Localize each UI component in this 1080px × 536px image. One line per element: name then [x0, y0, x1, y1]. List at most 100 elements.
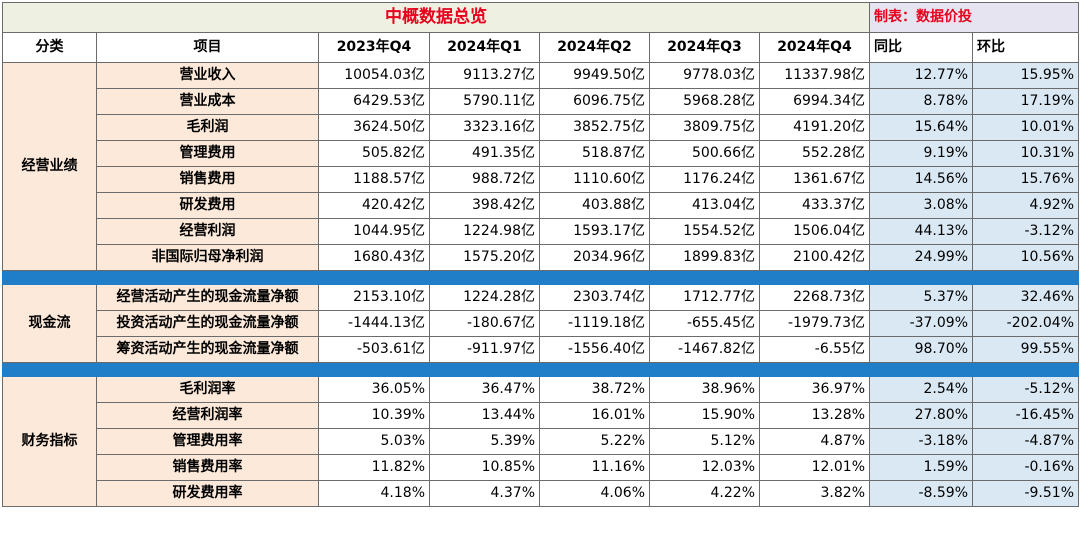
- qoq-cell[interactable]: -202.04%: [972, 310, 1079, 337]
- yoy-cell[interactable]: -8.59%: [869, 480, 973, 507]
- item-cell[interactable]: 管理费用: [96, 140, 319, 167]
- value-cell[interactable]: 2153.10亿: [318, 284, 430, 311]
- item-cell[interactable]: 管理费用率: [96, 428, 319, 455]
- qoq-cell[interactable]: 15.95%: [972, 62, 1079, 89]
- value-cell[interactable]: -1444.13亿: [318, 310, 430, 337]
- value-cell[interactable]: 6096.75亿: [539, 88, 650, 115]
- value-cell[interactable]: 1361.67亿: [759, 166, 870, 193]
- item-cell[interactable]: 研发费用率: [96, 480, 319, 507]
- yoy-cell[interactable]: 12.77%: [869, 62, 973, 89]
- value-cell[interactable]: -180.67亿: [429, 310, 540, 337]
- value-cell[interactable]: 5.12%: [649, 428, 760, 455]
- value-cell[interactable]: 988.72亿: [429, 166, 540, 193]
- value-cell[interactable]: 9113.27亿: [429, 62, 540, 89]
- value-cell[interactable]: 11.16%: [539, 454, 650, 481]
- value-cell[interactable]: 1712.77亿: [649, 284, 760, 311]
- value-cell[interactable]: 11337.98亿: [759, 62, 870, 89]
- yoy-cell[interactable]: 27.80%: [869, 402, 973, 429]
- value-cell[interactable]: 4.87%: [759, 428, 870, 455]
- item-cell[interactable]: 毛利润率: [96, 376, 319, 403]
- value-cell[interactable]: 500.66亿: [649, 140, 760, 167]
- qoq-cell[interactable]: 99.55%: [972, 336, 1079, 363]
- header-item[interactable]: 项目: [96, 32, 319, 63]
- value-cell[interactable]: -503.61亿: [318, 336, 430, 363]
- item-cell[interactable]: 经营利润率: [96, 402, 319, 429]
- value-cell[interactable]: 10.85%: [429, 454, 540, 481]
- header-yoy[interactable]: 同比: [869, 32, 973, 63]
- value-cell[interactable]: 552.28亿: [759, 140, 870, 167]
- value-cell[interactable]: 5.03%: [318, 428, 430, 455]
- yoy-cell[interactable]: 2.54%: [869, 376, 973, 403]
- qoq-cell[interactable]: -16.45%: [972, 402, 1079, 429]
- value-cell[interactable]: 2100.42亿: [759, 244, 870, 271]
- value-cell[interactable]: 4191.20亿: [759, 114, 870, 141]
- item-cell[interactable]: 营业收入: [96, 62, 319, 89]
- value-cell[interactable]: -1119.18亿: [539, 310, 650, 337]
- value-cell[interactable]: 10.39%: [318, 402, 430, 429]
- value-cell[interactable]: 1224.98亿: [429, 218, 540, 245]
- qoq-cell[interactable]: -9.51%: [972, 480, 1079, 507]
- yoy-cell[interactable]: -37.09%: [869, 310, 973, 337]
- yoy-cell[interactable]: 5.37%: [869, 284, 973, 311]
- header-period[interactable]: 2024年Q1: [429, 32, 540, 63]
- qoq-cell[interactable]: 4.92%: [972, 192, 1079, 219]
- yoy-cell[interactable]: 14.56%: [869, 166, 973, 193]
- qoq-cell[interactable]: -4.87%: [972, 428, 1079, 455]
- table-title[interactable]: 中概数据总览: [2, 2, 870, 33]
- qoq-cell[interactable]: 10.31%: [972, 140, 1079, 167]
- value-cell[interactable]: 403.88亿: [539, 192, 650, 219]
- value-cell[interactable]: 2303.74亿: [539, 284, 650, 311]
- value-cell[interactable]: 12.03%: [649, 454, 760, 481]
- value-cell[interactable]: 4.37%: [429, 480, 540, 507]
- qoq-cell[interactable]: 10.01%: [972, 114, 1079, 141]
- value-cell[interactable]: 420.42亿: [318, 192, 430, 219]
- value-cell[interactable]: 38.72%: [539, 376, 650, 403]
- value-cell[interactable]: 36.47%: [429, 376, 540, 403]
- value-cell[interactable]: 2268.73亿: [759, 284, 870, 311]
- value-cell[interactable]: 398.42亿: [429, 192, 540, 219]
- value-cell[interactable]: -655.45亿: [649, 310, 760, 337]
- item-cell[interactable]: 营业成本: [96, 88, 319, 115]
- value-cell[interactable]: 11.82%: [318, 454, 430, 481]
- item-cell[interactable]: 销售费用: [96, 166, 319, 193]
- value-cell[interactable]: 6429.53亿: [318, 88, 430, 115]
- value-cell[interactable]: 433.37亿: [759, 192, 870, 219]
- value-cell[interactable]: 5790.11亿: [429, 88, 540, 115]
- value-cell[interactable]: -1556.40亿: [539, 336, 650, 363]
- value-cell[interactable]: 13.44%: [429, 402, 540, 429]
- value-cell[interactable]: 16.01%: [539, 402, 650, 429]
- qoq-cell[interactable]: -5.12%: [972, 376, 1079, 403]
- value-cell[interactable]: 36.97%: [759, 376, 870, 403]
- value-cell[interactable]: -6.55亿: [759, 336, 870, 363]
- yoy-cell[interactable]: -3.18%: [869, 428, 973, 455]
- value-cell[interactable]: 1224.28亿: [429, 284, 540, 311]
- item-cell[interactable]: 经营活动产生的现金流量净额: [96, 284, 319, 311]
- qoq-cell[interactable]: -0.16%: [972, 454, 1079, 481]
- value-cell[interactable]: 12.01%: [759, 454, 870, 481]
- value-cell[interactable]: 1554.52亿: [649, 218, 760, 245]
- yoy-cell[interactable]: 3.08%: [869, 192, 973, 219]
- value-cell[interactable]: 3809.75亿: [649, 114, 760, 141]
- value-cell[interactable]: 9778.03亿: [649, 62, 760, 89]
- value-cell[interactable]: 5.22%: [539, 428, 650, 455]
- item-cell[interactable]: 筹资活动产生的现金流量净额: [96, 336, 319, 363]
- value-cell[interactable]: -1979.73亿: [759, 310, 870, 337]
- value-cell[interactable]: 518.87亿: [539, 140, 650, 167]
- item-cell[interactable]: 研发费用: [96, 192, 319, 219]
- header-qoq[interactable]: 环比: [972, 32, 1079, 63]
- qoq-cell[interactable]: 17.19%: [972, 88, 1079, 115]
- qoq-cell[interactable]: 32.46%: [972, 284, 1079, 311]
- item-cell[interactable]: 销售费用率: [96, 454, 319, 481]
- value-cell[interactable]: -911.97亿: [429, 336, 540, 363]
- value-cell[interactable]: 1044.95亿: [318, 218, 430, 245]
- header-period[interactable]: 2024年Q2: [539, 32, 650, 63]
- value-cell[interactable]: 4.06%: [539, 480, 650, 507]
- value-cell[interactable]: 2034.96亿: [539, 244, 650, 271]
- header-period[interactable]: 2024年Q3: [649, 32, 760, 63]
- qoq-cell[interactable]: 15.76%: [972, 166, 1079, 193]
- value-cell[interactable]: 3.82%: [759, 480, 870, 507]
- value-cell[interactable]: 5.39%: [429, 428, 540, 455]
- value-cell[interactable]: 3852.75亿: [539, 114, 650, 141]
- yoy-cell[interactable]: 24.99%: [869, 244, 973, 271]
- value-cell[interactable]: 491.35亿: [429, 140, 540, 167]
